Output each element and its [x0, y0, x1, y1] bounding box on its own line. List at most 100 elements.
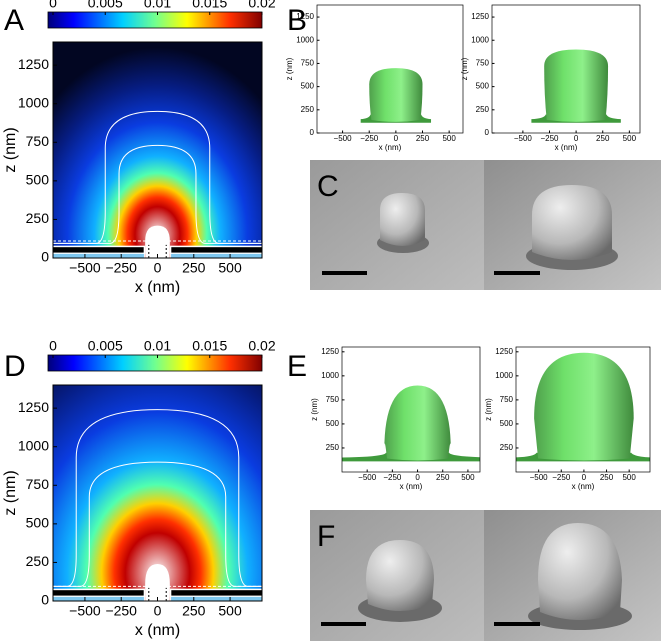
- y-axis-label: z (nm): [285, 57, 294, 80]
- y-tick-label: 500: [476, 82, 490, 91]
- y-tick-label: 1000: [495, 371, 513, 380]
- panel-label: C: [317, 170, 339, 203]
- x-tick-label: 250: [182, 603, 206, 619]
- y-tick-label: 1000: [18, 94, 49, 110]
- chart: −500 −250 0 250 500 0 250 500 750 1000 1250 x (nm) z…: [285, 4, 464, 152]
- y-axis-label: z (nm): [484, 398, 493, 421]
- y-tick-label: 0: [310, 128, 315, 137]
- x-tick-label: 0: [154, 260, 162, 276]
- y-tick-label: 750: [500, 395, 514, 404]
- axes-frame: [515, 346, 651, 473]
- x-axis-label: x (nm): [379, 143, 402, 152]
- y-tick-label: 750: [26, 476, 50, 492]
- y-tick-label: 1250: [321, 347, 339, 356]
- pillar-surface: [544, 49, 609, 122]
- y-tick-label: 1000: [471, 35, 489, 44]
- chart: −500 −250 0 250 500 0 250 500 750 1000 1250 x (nm) z…: [460, 4, 641, 152]
- x-tick-label: −500: [334, 134, 353, 143]
- y-tick-label: 1250: [495, 347, 513, 356]
- contour: [53, 110, 262, 244]
- colorbar-tick-label: 0: [49, 0, 57, 11]
- x-tick-label: −500: [358, 473, 377, 482]
- x-tick-label: −500: [69, 260, 101, 276]
- colorbar-tick-label: 0.02: [248, 338, 275, 354]
- x-tick-label: −500: [514, 134, 533, 143]
- x-tick-label: 0: [394, 134, 399, 143]
- contour: [53, 144, 262, 244]
- heatmap-field: [53, 42, 262, 258]
- x-axis-label: x (nm): [572, 482, 595, 491]
- colorbar-tick-label: 0: [49, 338, 57, 354]
- x-tick-label: 250: [416, 134, 430, 143]
- panel-label: D: [4, 350, 26, 383]
- y-axis-label: z (nm): [310, 398, 319, 421]
- x-axis-label: x (nm): [135, 622, 180, 639]
- substrate: [169, 245, 262, 255]
- x-tick-label: −250: [105, 603, 137, 619]
- colorbar-tick-label: 0.015: [192, 338, 227, 354]
- substrate: [170, 595, 262, 601]
- plot-area: [53, 385, 262, 601]
- pillar-region: [145, 225, 170, 258]
- x-tick-label: 250: [600, 473, 614, 482]
- x-tick-label: 0: [582, 473, 587, 482]
- y-tick-label: 250: [500, 443, 514, 452]
- x-tick-label: 250: [596, 134, 610, 143]
- plot-area: [531, 49, 621, 123]
- x-tick-label: −250: [540, 134, 559, 143]
- y-axis-label: z (nm): [2, 470, 19, 515]
- x-tick-label: 500: [218, 260, 242, 276]
- x-tick-label: 500: [218, 603, 242, 619]
- y-tick-label: 500: [26, 172, 50, 188]
- chart: 0 0.005 0.01 0.015 0.02 −500 −250 0 250 500 0 250 50…: [2, 338, 276, 640]
- y-tick-label: 1000: [18, 437, 49, 453]
- y-axis-label: z (nm): [2, 127, 19, 172]
- y-tick-label: 500: [26, 515, 50, 531]
- y-tick-label: 750: [476, 59, 490, 68]
- y-tick-label: 750: [301, 59, 315, 68]
- substrate: [53, 252, 145, 258]
- x-tick-label: −500: [69, 603, 101, 619]
- plot-area: [516, 352, 650, 462]
- y-tick-label: 250: [26, 553, 50, 569]
- x-tick-label: 250: [182, 260, 206, 276]
- x-tick-label: 0: [574, 134, 579, 143]
- y-tick-label: 250: [26, 210, 50, 226]
- chart: −500 −250 0 250 500 250 500 750 1000 1250 x (nm) z …: [484, 346, 651, 491]
- colorbar: [47, 354, 263, 372]
- x-tick-label: −250: [552, 473, 571, 482]
- y-tick-label: 0: [41, 249, 49, 265]
- plot-area: [360, 68, 432, 123]
- panel-label: B: [287, 4, 307, 37]
- y-tick-label: 1000: [296, 35, 314, 44]
- panel-label: E: [287, 350, 307, 383]
- x-axis-label: x (nm): [135, 279, 180, 296]
- colorbar-tick-label: 0.02: [248, 0, 275, 11]
- x-tick-label: 500: [442, 134, 456, 143]
- substrate: [53, 595, 145, 601]
- substrate: [53, 245, 146, 255]
- y-tick-label: 500: [326, 419, 340, 428]
- y-tick-label: 1250: [471, 12, 489, 21]
- colorbar-tick-label: 0.01: [144, 338, 171, 354]
- x-tick-label: 0: [154, 603, 162, 619]
- y-tick-label: 250: [301, 105, 315, 114]
- x-tick-label: −500: [530, 473, 549, 482]
- plot-area: [53, 42, 262, 258]
- y-tick-label: 250: [326, 443, 340, 452]
- x-tick-label: −250: [105, 260, 137, 276]
- y-tick-label: 1250: [18, 56, 49, 72]
- panel-label: F: [317, 520, 335, 553]
- pillar-surface: [384, 385, 451, 461]
- colorbar-tick-label: 0.005: [88, 338, 123, 354]
- x-axis-label: x (nm): [400, 482, 423, 491]
- colorbar-tick-label: 0.005: [88, 0, 123, 11]
- sem-image: [310, 160, 661, 290]
- colorbar: [47, 11, 263, 29]
- chart: 0 0.005 0.01 0.015 0.02 −500 −250 0 250 500 0 250 50…: [2, 0, 276, 296]
- axes-frame: [341, 346, 481, 473]
- x-tick-label: 0: [415, 473, 420, 482]
- substrate: [170, 252, 262, 258]
- substrate: [169, 588, 262, 598]
